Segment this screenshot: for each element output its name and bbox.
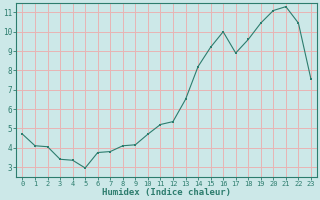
X-axis label: Humidex (Indice chaleur): Humidex (Indice chaleur) [102,188,231,197]
